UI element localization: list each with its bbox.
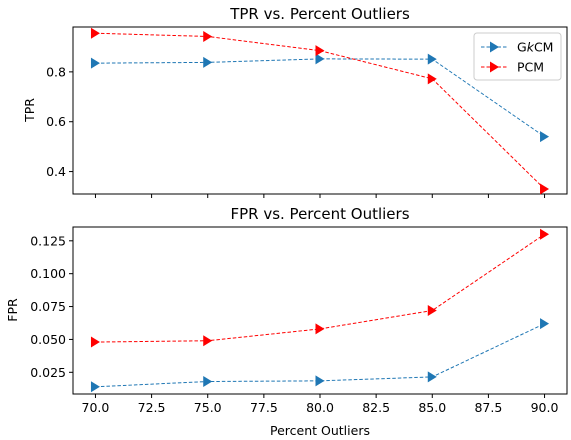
series-line-pcm	[95, 32, 545, 190]
tpr-chart-title: TPR vs. Percent Outliers	[229, 5, 410, 23]
data-point-pcm	[90, 336, 100, 348]
tpr-panel: TPR vs. Percent Outliers TPR 0.4 0.6 0.8 G…	[22, 5, 568, 198]
series-line-gkcm	[95, 323, 545, 388]
x-tick-label: 85.0	[418, 400, 446, 415]
data-point-gkcm	[203, 56, 213, 68]
legend-marker-pcm	[490, 61, 499, 73]
data-point-pcm	[90, 27, 100, 39]
x-tick-label: 90.0	[531, 400, 559, 415]
data-point-pcm	[203, 30, 213, 42]
series-line-gkcm	[95, 58, 545, 138]
y-tick-label: 0.025	[30, 365, 66, 380]
fpr-lines	[90, 228, 550, 393]
data-point-pcm	[427, 73, 437, 85]
x-tick-label: 77.5	[250, 400, 278, 415]
legend-label-gkcm: GkCM	[517, 40, 553, 55]
data-point-pcm	[540, 183, 550, 195]
legend-marker-gkcm	[490, 41, 499, 53]
data-point-gkcm	[315, 375, 325, 387]
series-line-pcm	[95, 233, 545, 343]
tpr-legend: GkCM PCM	[473, 32, 562, 81]
tpr-lines	[90, 27, 550, 195]
x-tick-label: 80.0	[306, 400, 334, 415]
fpr-plot-area	[72, 226, 568, 395]
data-point-pcm	[315, 45, 325, 57]
data-point-pcm	[315, 323, 325, 335]
x-tick-label: 70.0	[82, 400, 110, 415]
tpr-y-axis-label: TPR	[22, 98, 37, 123]
y-tick-label: 0.100	[30, 266, 66, 281]
y-tick-label: 0.125	[30, 233, 66, 248]
x-axis-label: Percent Outliers	[270, 423, 370, 438]
fpr-panel: FPR vs. Percent Outliers FPR Percent Out…	[5, 205, 568, 438]
y-tick-label: 0.8	[46, 64, 66, 79]
y-tick-label: 0.4	[46, 164, 66, 179]
data-point-pcm	[540, 228, 550, 240]
data-point-pcm	[203, 335, 213, 347]
data-point-gkcm	[540, 318, 550, 330]
x-tick-label: 72.5	[138, 400, 166, 415]
x-tick-label: 75.0	[194, 400, 222, 415]
data-point-gkcm	[540, 131, 550, 143]
data-point-gkcm	[427, 53, 437, 65]
y-tick-label: 0.075	[30, 299, 66, 314]
legend-label-pcm: PCM	[517, 60, 544, 75]
tpr-ticks: 0.4 0.6 0.8	[46, 64, 546, 198]
y-tick-label: 0.050	[30, 332, 66, 347]
data-point-gkcm	[427, 371, 437, 383]
x-tick-label: 87.5	[474, 400, 502, 415]
data-point-gkcm	[90, 57, 100, 69]
data-point-gkcm	[90, 381, 100, 393]
data-point-gkcm	[315, 53, 325, 65]
x-tick-label: 82.5	[362, 400, 390, 415]
data-point-pcm	[427, 305, 437, 316]
fpr-y-axis-label: FPR	[5, 298, 20, 322]
fpr-ticks: 0.025 0.050 0.075 0.100 0.125 70.0 72.5 75.0 77.…	[30, 233, 558, 415]
y-tick-label: 0.6	[46, 114, 66, 129]
data-point-gkcm	[203, 376, 213, 388]
fpr-chart-title: FPR vs. Percent Outliers	[230, 205, 409, 223]
